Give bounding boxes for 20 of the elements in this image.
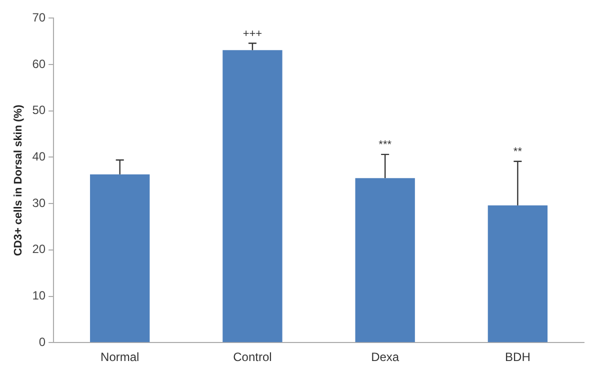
annotation: ** [513, 146, 523, 158]
y-tick-label: 50 [32, 103, 46, 118]
bar [355, 178, 415, 342]
bar [90, 174, 150, 342]
x-tick-label: Dexa [371, 350, 400, 364]
bar [222, 50, 282, 342]
annotation: *** [378, 138, 392, 151]
x-tick-label: BDH [505, 350, 530, 364]
y-tick-label: 20 [32, 242, 46, 256]
y-tick-label: 70 [32, 10, 46, 25]
y-tick-label: 40 [32, 150, 46, 164]
y-tick-label: 0 [38, 334, 46, 349]
x-tick-label: Normal [100, 350, 140, 364]
annotation: +++ [242, 28, 262, 40]
y-tick-label: 60 [32, 56, 46, 71]
bar [488, 205, 548, 342]
x-tick-label: Control [233, 350, 272, 364]
y-tick-label: 30 [32, 196, 46, 210]
y-axis-title: CD3+ cells in Dorsal skin (%) [12, 104, 25, 256]
y-tick-label: 10 [32, 288, 46, 303]
